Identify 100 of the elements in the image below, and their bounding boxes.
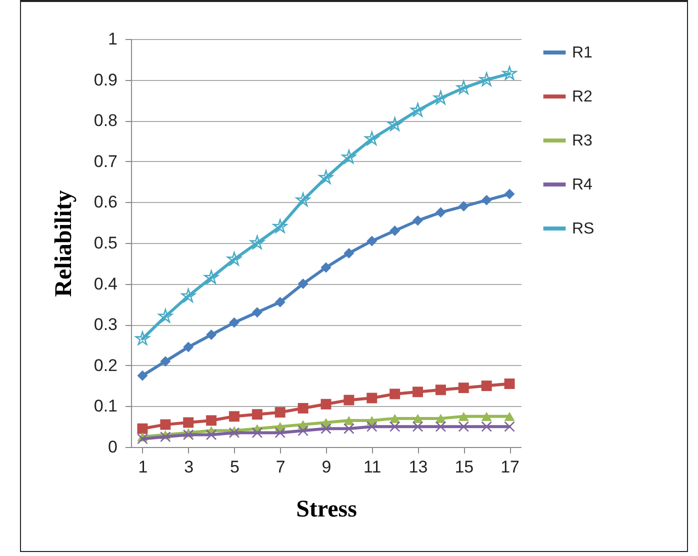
point [183, 417, 194, 428]
point [502, 66, 517, 80]
point [479, 72, 494, 86]
x-tick-label: 11 [364, 458, 382, 476]
y-tick-label: 0.5 [94, 234, 118, 252]
point [458, 412, 469, 421]
point [364, 131, 380, 146]
point [390, 226, 400, 236]
point [388, 117, 402, 131]
x-tick-label: 13 [408, 458, 428, 476]
point [206, 415, 217, 426]
point [504, 378, 515, 390]
point [342, 150, 356, 164]
point [390, 388, 400, 400]
point [182, 429, 194, 440]
point [160, 356, 171, 367]
y-tick-label: 0.7 [94, 152, 118, 171]
point [137, 370, 148, 381]
point [412, 421, 424, 432]
point [272, 219, 288, 233]
y-tick-label: 0.6 [94, 192, 118, 212]
point [320, 398, 332, 410]
point [458, 421, 470, 432]
point [228, 427, 240, 438]
point [481, 194, 492, 206]
point [412, 215, 424, 226]
point [435, 414, 446, 423]
point [252, 409, 262, 420]
point [252, 307, 262, 318]
point [435, 384, 446, 396]
point [389, 421, 400, 432]
point [181, 288, 196, 302]
point [344, 423, 354, 434]
point [318, 170, 334, 184]
y-tick-label: 1 [108, 30, 118, 48]
point [435, 421, 446, 432]
point [481, 421, 492, 432]
point [366, 236, 378, 246]
point [206, 429, 217, 440]
point [366, 421, 378, 432]
point [412, 386, 424, 398]
x-tick-label: 7 [276, 458, 286, 476]
point [158, 308, 173, 323]
x-tick-label: 9 [322, 458, 332, 476]
y-tick-label: 0.1 [94, 396, 118, 416]
point [456, 80, 471, 94]
x-tick-label: 17 [500, 458, 520, 476]
point [320, 423, 332, 434]
point [366, 392, 378, 404]
point [344, 394, 354, 406]
x-axis-title: Stress [296, 496, 357, 522]
point [135, 331, 150, 346]
x-tick-label: 5 [230, 458, 240, 476]
x-tick-label: 1 [138, 458, 148, 476]
y-tick-label: 0.3 [94, 315, 118, 334]
y-tick-label: 0.9 [94, 70, 118, 90]
point [274, 427, 286, 438]
point [458, 201, 469, 212]
point [183, 342, 194, 352]
point [137, 423, 148, 434]
point [298, 425, 308, 436]
point [228, 317, 240, 328]
point [298, 278, 308, 290]
point [296, 192, 310, 206]
point [160, 419, 171, 430]
point [410, 102, 425, 117]
point [160, 431, 171, 442]
x-tick-label: 3 [184, 458, 194, 476]
point [481, 380, 492, 392]
point [206, 330, 217, 340]
point [252, 427, 263, 438]
legend-label: R1 [572, 44, 593, 62]
point [227, 252, 242, 266]
y-tick-label: 0.8 [94, 111, 118, 130]
legend-label: RS [572, 220, 594, 238]
point [320, 262, 332, 273]
point [344, 416, 354, 426]
y-tick-label: 0 [108, 438, 118, 456]
x-tick-label: 15 [454, 458, 474, 476]
point [228, 411, 240, 422]
point [298, 402, 308, 414]
point [274, 407, 286, 418]
y-axis-title: Reliability [50, 190, 77, 297]
point [481, 412, 492, 421]
y-tick-label: 0.2 [94, 356, 118, 375]
point [344, 248, 354, 258]
point [412, 414, 424, 423]
point [390, 414, 400, 423]
point [504, 421, 515, 432]
point [137, 433, 148, 444]
point [504, 412, 515, 421]
point [434, 90, 448, 104]
legend-label: R3 [572, 132, 593, 150]
point [250, 235, 264, 250]
point [458, 382, 469, 394]
point [274, 296, 286, 308]
point [435, 207, 446, 218]
legend-label: R4 [572, 176, 593, 194]
point [204, 270, 218, 284]
y-tick-label: 0.4 [94, 274, 118, 294]
